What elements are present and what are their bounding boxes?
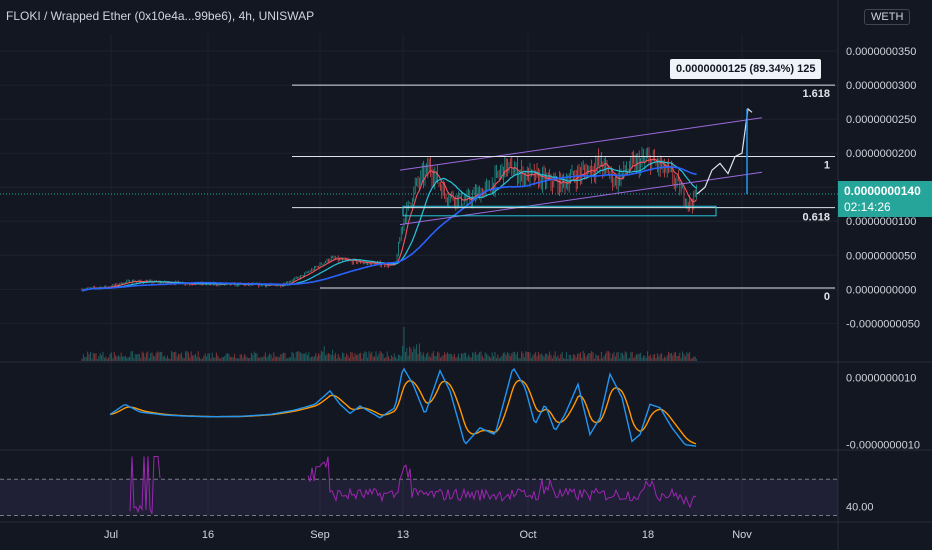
rsi-line [307,456,697,509]
last-price-tag: 0.0000000140 02:14:26 [838,181,932,217]
ma-fast-line [81,158,698,292]
fib-label: 0 [824,291,830,303]
y-tick-label: 0.0000000300 [846,80,916,92]
x-tick-label: Nov [732,529,752,541]
y-tick-label: 0.0000000000 [846,284,916,296]
rsi-tick-label: 40.00 [846,501,874,513]
rsi-band-fill [0,479,838,516]
volume-bars [81,327,698,361]
x-tick-label: 18 [642,529,654,541]
y-tick-label: 0.0000000250 [846,114,916,126]
y-tick-label: 0.0000000200 [846,148,916,160]
moving-averages [81,158,698,292]
last-price: 0.0000000140 [844,184,921,198]
oscillator-pane [109,367,697,447]
ma-slow-line [81,166,697,292]
chart-title: FLOKI / Wrapped Ether (0x10e4a...99be6),… [6,9,315,23]
support-box [402,205,717,217]
currency-button[interactable]: WETH [864,9,911,25]
axes: 0.0000000350 0.0000000300 0.0000000250 0.00… [104,46,920,541]
fib-label: 0.618 [802,212,830,224]
x-tick-label: Jul [104,529,118,541]
y-tick-label: 0.0000000050 [846,250,916,262]
osc-tick-label: 0.0000000010 [846,372,916,384]
y-tick-label: 0.0000000350 [846,46,916,58]
candlesticks [81,146,697,292]
rsi-pane [0,456,838,516]
bar-countdown: 02:14:26 [844,200,891,214]
macd-line [109,367,697,447]
rsi-line [129,456,161,514]
fib-label: 1 [824,160,830,172]
ma-mid-line [81,160,697,292]
drawings: 1.618 1 0.618 0 [292,84,835,303]
measure-tooltip: 0.0000000125 (89.34%) 125 [670,59,822,79]
osc-tick-label: -0.0000000010 [846,440,920,452]
x-tick-label: Oct [519,529,536,541]
y-tick-label: -0.0000000050 [846,318,920,330]
fib-label: 1.618 [802,88,830,100]
projection-path [696,107,753,195]
x-tick-label: 16 [202,529,214,541]
channel-top [399,117,763,171]
x-tick-label: Sep [310,529,330,541]
y-tick-label: 0.0000000100 [846,216,916,228]
x-tick-label: 13 [397,529,409,541]
